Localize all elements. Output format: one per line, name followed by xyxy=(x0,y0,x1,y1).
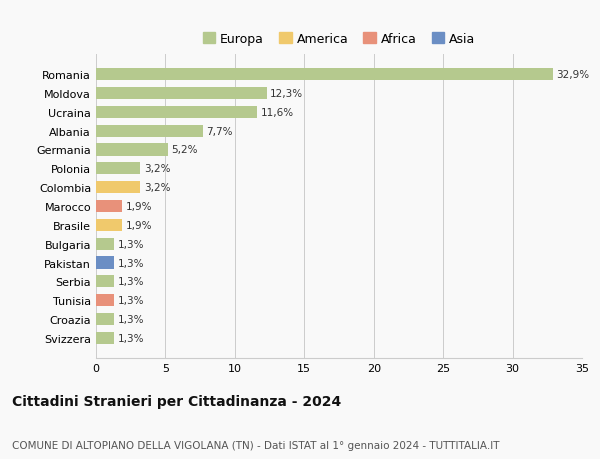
Bar xyxy=(96,125,203,137)
Text: 1,9%: 1,9% xyxy=(126,220,152,230)
Bar xyxy=(96,332,114,344)
Text: 5,2%: 5,2% xyxy=(172,145,198,155)
Text: 1,3%: 1,3% xyxy=(118,333,144,343)
Bar xyxy=(96,163,140,175)
Bar xyxy=(96,182,140,194)
Bar xyxy=(96,144,168,156)
Text: 11,6%: 11,6% xyxy=(260,107,293,118)
Text: 1,3%: 1,3% xyxy=(118,258,144,268)
Bar xyxy=(96,106,257,119)
Text: 1,9%: 1,9% xyxy=(126,202,152,212)
Text: 32,9%: 32,9% xyxy=(556,70,589,80)
Text: 1,3%: 1,3% xyxy=(118,296,144,306)
Text: 7,7%: 7,7% xyxy=(206,126,233,136)
Bar xyxy=(96,201,122,213)
Bar xyxy=(96,276,114,288)
Text: 12,3%: 12,3% xyxy=(270,89,304,99)
Legend: Europa, America, Africa, Asia: Europa, America, Africa, Asia xyxy=(203,33,475,46)
Bar xyxy=(96,313,114,325)
Text: 3,2%: 3,2% xyxy=(144,164,170,174)
Bar xyxy=(96,69,553,81)
Text: 3,2%: 3,2% xyxy=(144,183,170,193)
Text: 1,3%: 1,3% xyxy=(118,239,144,249)
Bar xyxy=(96,88,267,100)
Text: 1,3%: 1,3% xyxy=(118,314,144,325)
Bar xyxy=(96,219,122,231)
Text: COMUNE DI ALTOPIANO DELLA VIGOLANA (TN) - Dati ISTAT al 1° gennaio 2024 - TUTTIT: COMUNE DI ALTOPIANO DELLA VIGOLANA (TN) … xyxy=(12,440,499,450)
Text: Cittadini Stranieri per Cittadinanza - 2024: Cittadini Stranieri per Cittadinanza - 2… xyxy=(12,395,341,409)
Bar xyxy=(96,294,114,307)
Bar xyxy=(96,257,114,269)
Text: 1,3%: 1,3% xyxy=(118,277,144,287)
Bar xyxy=(96,238,114,250)
